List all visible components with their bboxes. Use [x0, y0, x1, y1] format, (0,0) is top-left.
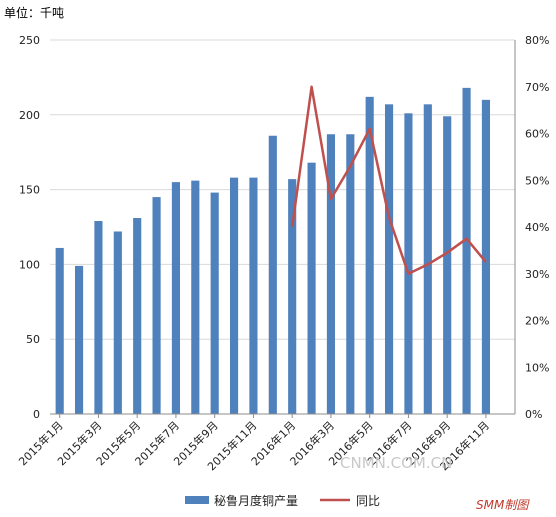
legend-bar-label: 秘鲁月度铜产量	[214, 493, 298, 508]
bar	[229, 177, 239, 414]
y-right-tick-label: 80%	[525, 34, 549, 47]
y-left-tick-label: 200	[19, 109, 40, 122]
bar	[326, 134, 336, 415]
legend-line-label: 同比	[356, 494, 380, 508]
credit: SMM制图	[476, 498, 530, 512]
watermark: CNMN.COM.CN	[340, 454, 452, 472]
y-right-tick-label: 30%	[525, 268, 549, 281]
y-axis-right: 0% 10% 20% 30% 40% 50% 60% 70% 80%	[525, 34, 549, 421]
bar	[365, 96, 374, 415]
axes	[50, 40, 516, 415]
bar	[210, 192, 219, 414]
bar	[346, 134, 355, 415]
bar	[133, 218, 142, 414]
unit-label: 单位：千吨	[4, 6, 65, 20]
bar	[268, 135, 277, 414]
bar	[55, 247, 64, 414]
line-series	[290, 85, 487, 276]
bar	[113, 231, 122, 414]
bar	[249, 177, 258, 414]
y-right-tick-label: 40%	[525, 221, 549, 234]
yoy-line	[290, 85, 487, 276]
bar-series	[55, 87, 491, 415]
y-left-tick-label: 0	[33, 408, 40, 421]
y-right-tick-label: 0%	[525, 408, 542, 421]
y-right-tick-label: 20%	[525, 315, 549, 328]
bar	[171, 182, 181, 414]
bar	[462, 87, 471, 414]
bar	[307, 162, 316, 414]
bar	[94, 221, 103, 414]
bar	[481, 99, 491, 414]
bar	[152, 197, 161, 414]
bar	[288, 179, 297, 414]
bar	[404, 113, 413, 414]
y-left-tick-label: 100	[19, 258, 40, 271]
gridlines	[50, 39, 515, 340]
bar	[443, 116, 452, 415]
y-left-tick-label: 50	[26, 333, 40, 346]
y-axis-left: 0 50 100 150 200 250	[19, 34, 40, 421]
bar	[74, 265, 84, 414]
y-right-tick-label: 10%	[525, 361, 549, 374]
y-right-tick-label: 60%	[525, 128, 549, 141]
y-right-tick-label: 50%	[525, 174, 549, 187]
bar	[191, 180, 200, 414]
bar	[423, 104, 432, 414]
bar	[384, 104, 394, 414]
legend: 秘鲁月度铜产量 同比	[185, 493, 380, 508]
y-right-tick-label: 70%	[525, 81, 549, 94]
legend-bar-swatch	[185, 496, 209, 504]
y-left-tick-label: 250	[19, 34, 40, 47]
y-left-tick-label: 150	[19, 184, 40, 197]
